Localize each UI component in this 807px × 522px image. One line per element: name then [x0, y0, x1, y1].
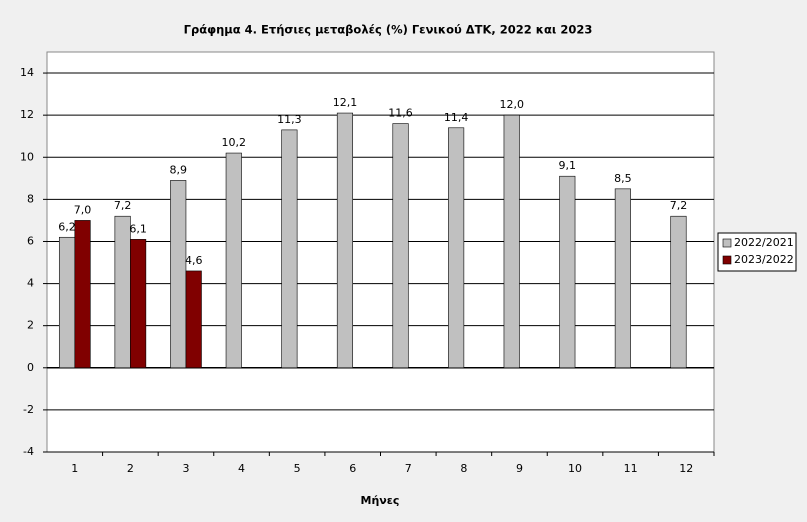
bar — [170, 180, 187, 369]
x-tick-label: 8 — [460, 462, 467, 475]
y-tick-label: 8 — [27, 192, 34, 205]
x-tick-label: 9 — [516, 462, 523, 475]
bar — [130, 239, 147, 369]
y-tick-label: 12 — [20, 108, 34, 121]
bar — [225, 152, 242, 369]
bar — [74, 220, 91, 369]
bar — [281, 129, 298, 369]
value-label: 8,5 — [614, 172, 632, 185]
value-label: 11,4 — [444, 111, 469, 124]
legend-label: 2023/2022 — [734, 253, 794, 266]
value-label: 6,2 — [58, 220, 76, 233]
bar — [503, 114, 520, 369]
bar — [185, 270, 202, 369]
bar — [448, 127, 465, 369]
bar — [58, 236, 76, 369]
y-tick-label: 4 — [27, 277, 34, 290]
x-tick-label: 6 — [349, 462, 356, 475]
value-label: 9,1 — [559, 159, 577, 172]
x-tick-label: 1 — [71, 462, 78, 475]
chart-title: Γράφημα 4. Ετήσιες μεταβολές (%) Γενικού… — [184, 23, 593, 37]
x-axis-label: Μήνες — [361, 494, 400, 507]
value-label: 8,9 — [169, 163, 187, 176]
y-tick-label: 6 — [27, 234, 34, 247]
y-tick-label: 2 — [27, 319, 34, 332]
bar — [559, 175, 576, 369]
value-label: 12,0 — [499, 98, 524, 111]
y-tick-label: -2 — [23, 403, 34, 416]
value-label: 12,1 — [333, 96, 358, 109]
bar — [614, 188, 631, 369]
x-tick-label: 7 — [405, 462, 412, 475]
value-label: 4,6 — [185, 254, 203, 267]
x-tick-label: 5 — [294, 462, 301, 475]
value-label: 10,2 — [222, 136, 247, 149]
y-tick-label: 14 — [20, 66, 34, 79]
value-label: 7,2 — [114, 199, 132, 212]
value-label: 6,1 — [129, 222, 147, 235]
bar — [670, 215, 687, 369]
x-tick-label: 11 — [624, 462, 638, 475]
bar — [392, 123, 409, 369]
value-label: 11,6 — [388, 107, 413, 120]
bar — [336, 112, 354, 369]
plot-area — [46, 51, 715, 453]
x-tick-label: 12 — [679, 462, 693, 475]
x-tick-label: 10 — [568, 462, 582, 475]
y-tick-label: -4 — [23, 445, 34, 458]
x-tick-label: 2 — [127, 462, 134, 475]
value-label: 11,3 — [277, 113, 302, 126]
legend-swatch — [722, 238, 732, 248]
legend-swatch — [722, 255, 732, 265]
bar — [114, 215, 131, 369]
y-tick-label: 0 — [27, 361, 34, 374]
value-label: 7,0 — [74, 203, 92, 216]
x-tick-label: 3 — [182, 462, 189, 475]
x-tick-label: 4 — [238, 462, 245, 475]
value-label: 7,2 — [670, 199, 688, 212]
y-tick-label: 10 — [20, 150, 34, 163]
legend-label: 2022/2021 — [734, 236, 794, 249]
